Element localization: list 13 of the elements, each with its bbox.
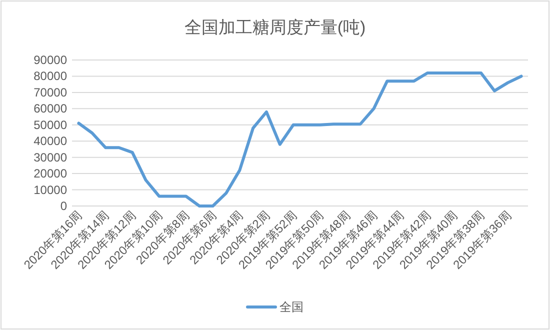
y-tick-label: 90000 [34, 53, 68, 67]
y-tick-label: 60000 [34, 102, 68, 116]
y-tick-label: 30000 [34, 150, 68, 164]
y-tick-label: 70000 [34, 85, 68, 100]
y-tick-label: 0 [60, 199, 68, 213]
y-tick-label: 10000 [34, 182, 68, 197]
y-tick-label: 50000 [34, 118, 68, 132]
legend-label: 全国 [280, 300, 304, 314]
chart-title: 全国加工糖周度产量(吨) [184, 18, 366, 37]
line-series [77, 71, 523, 208]
y-tick-label: 80000 [34, 69, 68, 84]
y-tick-label: 40000 [34, 134, 68, 148]
y-tick-label: 20000 [34, 166, 68, 181]
